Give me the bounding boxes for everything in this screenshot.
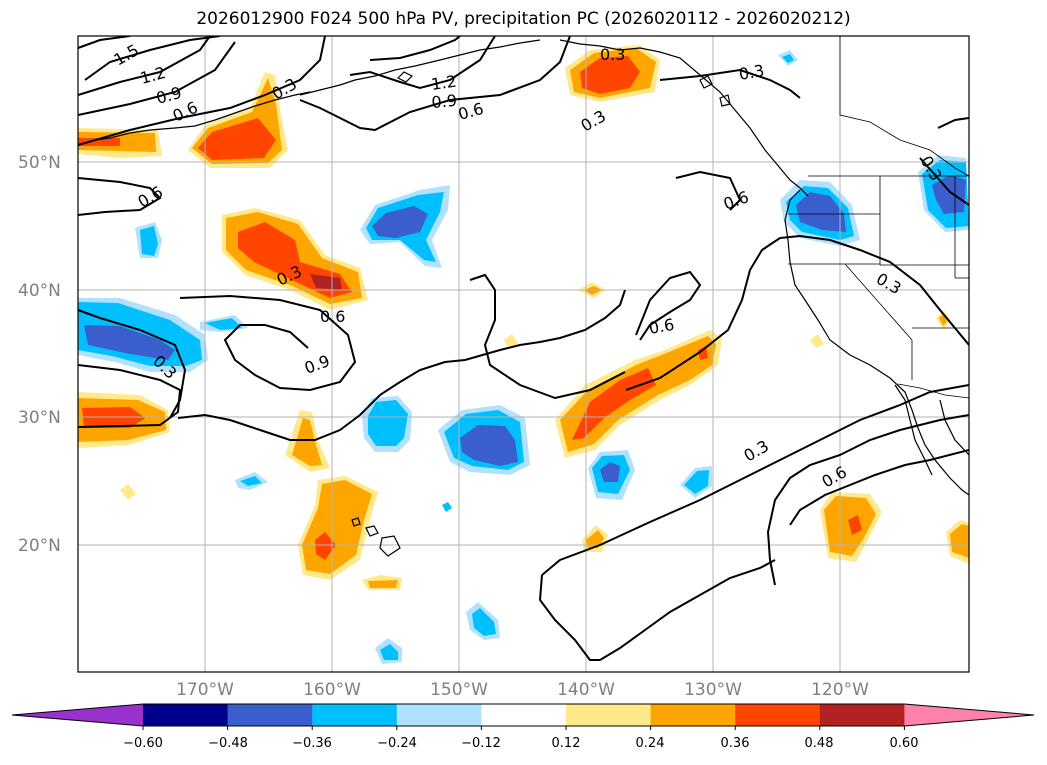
colorbar-tick-label: 0.24 [635,736,665,751]
contour-label: 1.2 [430,72,458,94]
lat-label-30n: 30°N [18,408,61,428]
graticule [78,36,969,672]
lat-label-40n: 40°N [18,281,61,301]
contour-label: 0.6 [647,315,675,338]
lon-label-170w: 170°W [176,680,234,700]
coastlines [94,39,969,557]
lon-label-130w: 130°W [684,680,742,700]
contour-label: 0.3 [737,61,765,84]
lon-label-140w: 140°W [557,680,615,700]
contour-label: 0.9 [431,91,458,112]
borders [788,36,969,399]
lat-label-20n: 20°N [18,536,61,556]
colorbar-segment [481,704,567,726]
colorbar-tick-label: −0.24 [377,736,417,751]
lon-label-160w: 160°W [303,680,361,700]
colorbar-tick-label: −0.12 [461,736,501,751]
colorbar-segment [143,704,229,726]
colorbar-tick-label: 0.12 [551,736,581,751]
colorbar-tick-label: 0.48 [804,736,834,751]
colorbar-extend-min [12,704,143,726]
colorbar-tick-label: −0.48 [208,736,248,751]
map-title: 2026012900 F024 500 hPa PV, precipitatio… [196,9,851,29]
colorbar-segment [312,704,398,726]
pv-contours [78,36,969,661]
colorbar-segment [396,704,482,726]
colorbar-segment [566,704,652,726]
colorbar-segment [227,704,313,726]
lat-label-50n: 50°N [18,153,61,173]
colorbar-tick-label: 0.36 [720,736,750,751]
colorbar-tick-label: −0.36 [292,736,332,751]
map-frame [77,35,970,673]
colorbar-extend-max [904,704,1034,726]
precip-fields [78,45,969,664]
colorbar-tick-label: 0.60 [889,736,919,751]
contour-label: 0.3 [600,45,625,64]
colorbar-segment [735,704,821,726]
colorbar-segment [650,704,736,726]
colorbar [11,703,1035,730]
lon-label-150w: 150°W [430,680,488,700]
contour-label: 0.6 [320,307,345,326]
lon-label-120w: 120°W [811,680,869,700]
colorbar-segment [819,704,905,726]
colorbar-tick-label: −0.60 [123,736,163,751]
